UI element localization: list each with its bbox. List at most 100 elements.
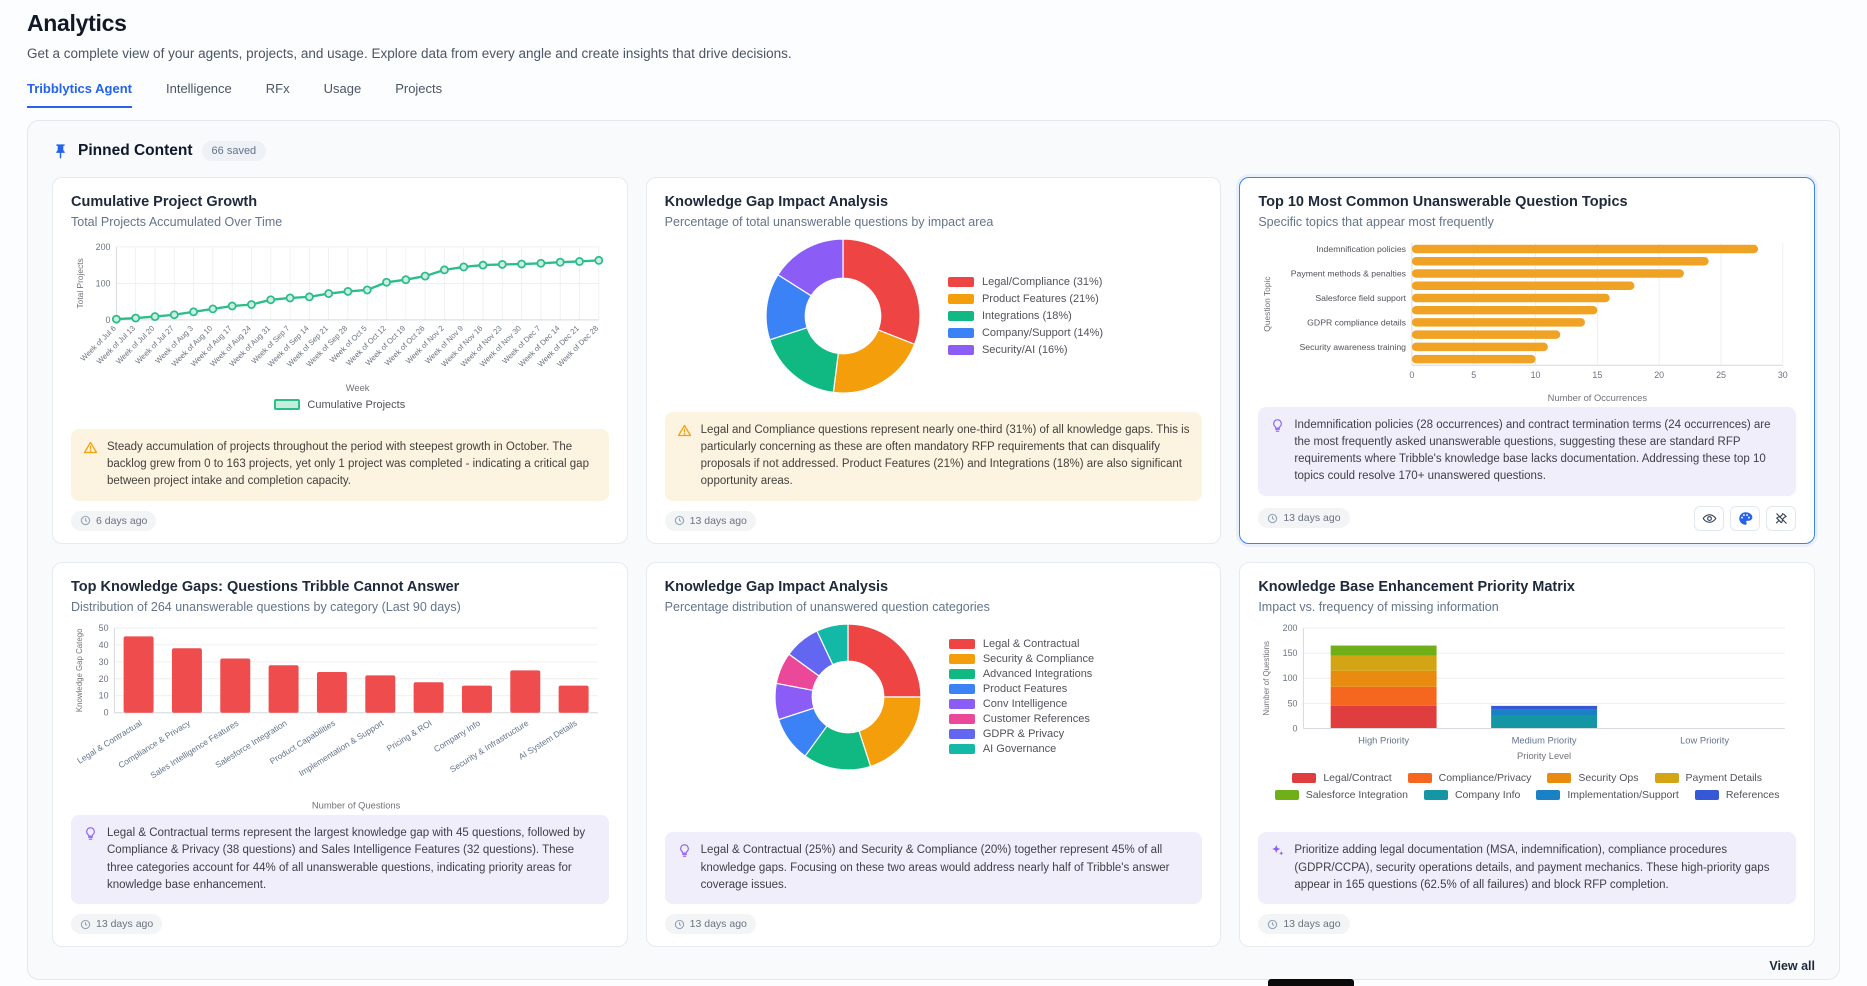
timestamp-text: 6 days ago [96, 514, 148, 527]
page-subtitle: Get a complete view of your agents, proj… [27, 46, 792, 61]
clock-icon [1268, 513, 1278, 523]
svg-text:20: 20 [99, 673, 109, 683]
card-footer: 13 days ago [71, 914, 609, 935]
legend-swatch [948, 714, 975, 725]
clock-icon [1268, 919, 1278, 929]
card-footer: 13 days ago [1258, 914, 1796, 935]
legend-swatch [947, 345, 974, 355]
legend-label: Company/Support (14%) [981, 327, 1104, 339]
svg-text:Knowledge Gap Catego: Knowledge Gap Catego [75, 628, 84, 712]
card-subtitle: Distribution of 264 unanswerable questio… [71, 599, 461, 614]
svg-text:40: 40 [99, 640, 109, 650]
legend-swatch [1536, 789, 1561, 800]
bottom-dark-bar [1268, 979, 1354, 986]
legend-label: Conv Intelligence [982, 698, 1068, 711]
pinned-content-panel: Pinned Content 66 saved Cumulative Proje… [27, 120, 1840, 980]
svg-text:Low Priority: Low Priority [1680, 735, 1729, 745]
legend-swatch [1547, 772, 1572, 783]
legend-label: Implementation/Support [1567, 788, 1679, 801]
category-distribution-donut-chart: Legal & Contractual Security & Compliance… [665, 622, 1203, 772]
insight-text: Legal and Compliance questions represent… [700, 423, 1190, 488]
card-top-knowledge-gaps[interactable]: Top Knowledge Gaps: Questions Tribble Ca… [52, 561, 628, 948]
lightbulb-icon [1273, 418, 1283, 432]
legend-swatch [1292, 772, 1317, 783]
insight-text: Steady accumulation of projects througho… [107, 440, 589, 488]
card-title: Knowledge Gap Impact Analysis [664, 194, 889, 210]
legend-swatch [948, 699, 975, 710]
view-button[interactable] [1694, 505, 1724, 531]
clock-icon [80, 515, 91, 526]
view-all-row: View all [52, 959, 1815, 973]
legend-label: Customer References [982, 713, 1090, 726]
timestamp-text: 13 days ago [1283, 918, 1341, 931]
legend-swatch [947, 311, 974, 321]
card-title: Knowledge Gap Impact Analysis [664, 578, 889, 595]
svg-text:Priority Level: Priority Level [1517, 751, 1571, 761]
card-footer: 13 days ago [664, 510, 1203, 531]
priority-matrix-stacked-bar-chart: 0 50 100 150 200 High Priority Medium Priority… [1258, 622, 1796, 801]
impact-area-donut-chart: Legal/Compliance (31%) Product Features (… [665, 237, 1203, 395]
legend-label: Product Features [982, 683, 1068, 696]
saved-count-badge: 66 saved [201, 141, 267, 161]
card-top-10-unanswerable-topics[interactable]: Top 10 Most Common Unanswerable Question… [1239, 177, 1815, 544]
svg-text:20: 20 [1655, 370, 1665, 380]
chart-legend: Legal/Compliance (31%) Product Features (… [947, 276, 1104, 356]
svg-text:0: 0 [1410, 370, 1415, 380]
card-subtitle: Specific topics that appear most frequen… [1258, 215, 1494, 229]
card-cumulative-project-growth[interactable]: Cumulative Project Growth Total Projects… [52, 177, 628, 544]
tab-tribblytics-agent[interactable]: Tribblytics Agent [27, 81, 132, 108]
svg-text:High Priority: High Priority [1358, 735, 1409, 745]
legend-label: Company Info [1454, 788, 1521, 801]
pinned-content-header: Pinned Content 66 saved [52, 141, 1815, 161]
svg-text:15: 15 [1593, 370, 1603, 380]
svg-text:50: 50 [99, 623, 109, 633]
tab-intelligence[interactable]: Intelligence [165, 81, 232, 96]
timestamp-badge: 6 days ago [71, 510, 157, 531]
insight-box: Indemnification policies (28 occurrences… [1258, 406, 1796, 496]
knowledge-gaps-bar-chart: 0 10 20 30 40 50 Legal & Contractual Compliance… [71, 622, 609, 815]
svg-text:200: 200 [96, 242, 111, 252]
svg-text:Pricing & ROI: Pricing & ROI [385, 717, 434, 753]
legend-swatch [948, 669, 975, 680]
svg-text:200: 200 [1283, 623, 1298, 633]
card-footer: 13 days ago [1258, 505, 1796, 531]
card-priority-matrix[interactable]: Knowledge Base Enhancement Priority Matr… [1239, 561, 1815, 948]
legend-label: Payment Details [1685, 771, 1762, 784]
card-knowledge-gap-impact-analysis-1[interactable]: Knowledge Gap Impact Analysis Percentage… [645, 177, 1222, 544]
timestamp-badge: 13 days ago [664, 510, 756, 531]
clock-icon [80, 919, 91, 929]
card-footer: 13 days ago [664, 914, 1203, 935]
view-all-button[interactable]: View all [1769, 959, 1815, 974]
svg-text:25: 25 [1716, 370, 1726, 380]
legend-label: Security Ops [1578, 771, 1639, 784]
svg-text:5: 5 [1472, 370, 1477, 380]
timestamp-text: 13 days ago [96, 918, 154, 931]
insight-text: Indemnification policies (28 occurrences… [1294, 418, 1771, 483]
tab-usage[interactable]: Usage [323, 81, 362, 96]
eye-icon [1702, 513, 1716, 523]
legend-swatch [948, 654, 975, 665]
chart-legend: Cumulative Projects [71, 399, 609, 411]
card-knowledge-gap-impact-analysis-2[interactable]: Knowledge Gap Impact Analysis Percentage… [645, 561, 1222, 948]
panel-title: Pinned Content [78, 142, 193, 159]
pinned-cards-grid: Cumulative Project Growth Total Projects… [52, 177, 1815, 948]
unpin-button[interactable] [1766, 505, 1796, 531]
legend-swatch [947, 277, 974, 287]
legend-swatch [947, 294, 974, 304]
insight-text: Legal & Contractual terms represent the … [107, 827, 586, 891]
svg-text:GDPR compliance details: GDPR compliance details [1308, 317, 1407, 327]
insight-box: Steady accumulation of projects througho… [71, 428, 609, 501]
card-actions [1694, 505, 1796, 531]
tab-rfx[interactable]: RFx [265, 81, 290, 96]
legend-swatch [948, 684, 975, 695]
color-theme-button[interactable] [1730, 505, 1760, 531]
svg-text:Number of Questions: Number of Questions [312, 800, 401, 810]
timestamp-text: 13 days ago [689, 514, 747, 527]
pin-icon [56, 143, 65, 159]
tab-projects[interactable]: Projects [395, 81, 443, 96]
lightbulb-icon [679, 844, 689, 857]
chart-legend: Legal & Contractual Security & Compliance… [948, 638, 1094, 755]
svg-text:30: 30 [1778, 370, 1788, 380]
timestamp-text: 13 days ago [689, 918, 747, 931]
legend-swatch [948, 639, 975, 650]
